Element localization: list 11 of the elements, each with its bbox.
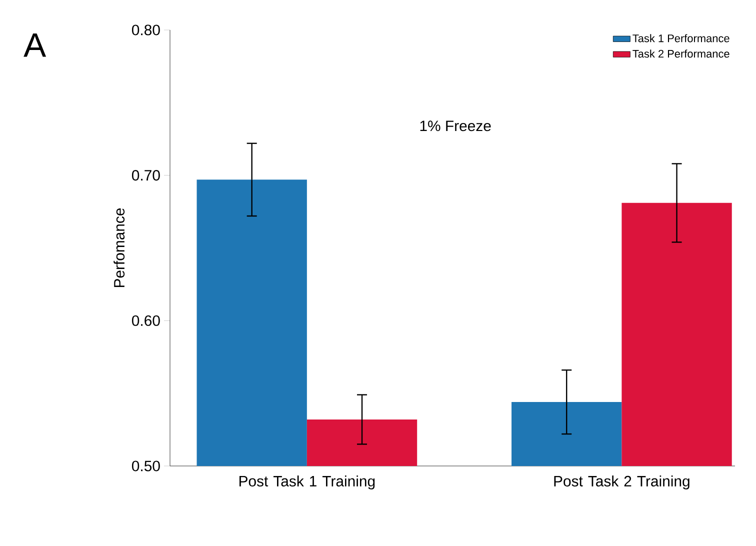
y-tick-label: 0.50: [132, 460, 160, 472]
x-tick-label: Post Task 1 Training: [239, 476, 375, 490]
y-tick-label: 0.60: [132, 315, 160, 326]
y-tick-label: 0.80: [132, 24, 160, 36]
y-axis-title: Perfomance: [114, 208, 125, 288]
x-tick-label: Post Task 2 Training: [554, 476, 690, 490]
text: A: [24, 34, 46, 57]
legend-label: Task 1 Performance: [632, 34, 730, 42]
annotation: 1% Freeze: [420, 120, 491, 132]
legend-label: Task 2 Performance: [632, 50, 730, 58]
y-tick-label: 0.70: [132, 170, 160, 181]
